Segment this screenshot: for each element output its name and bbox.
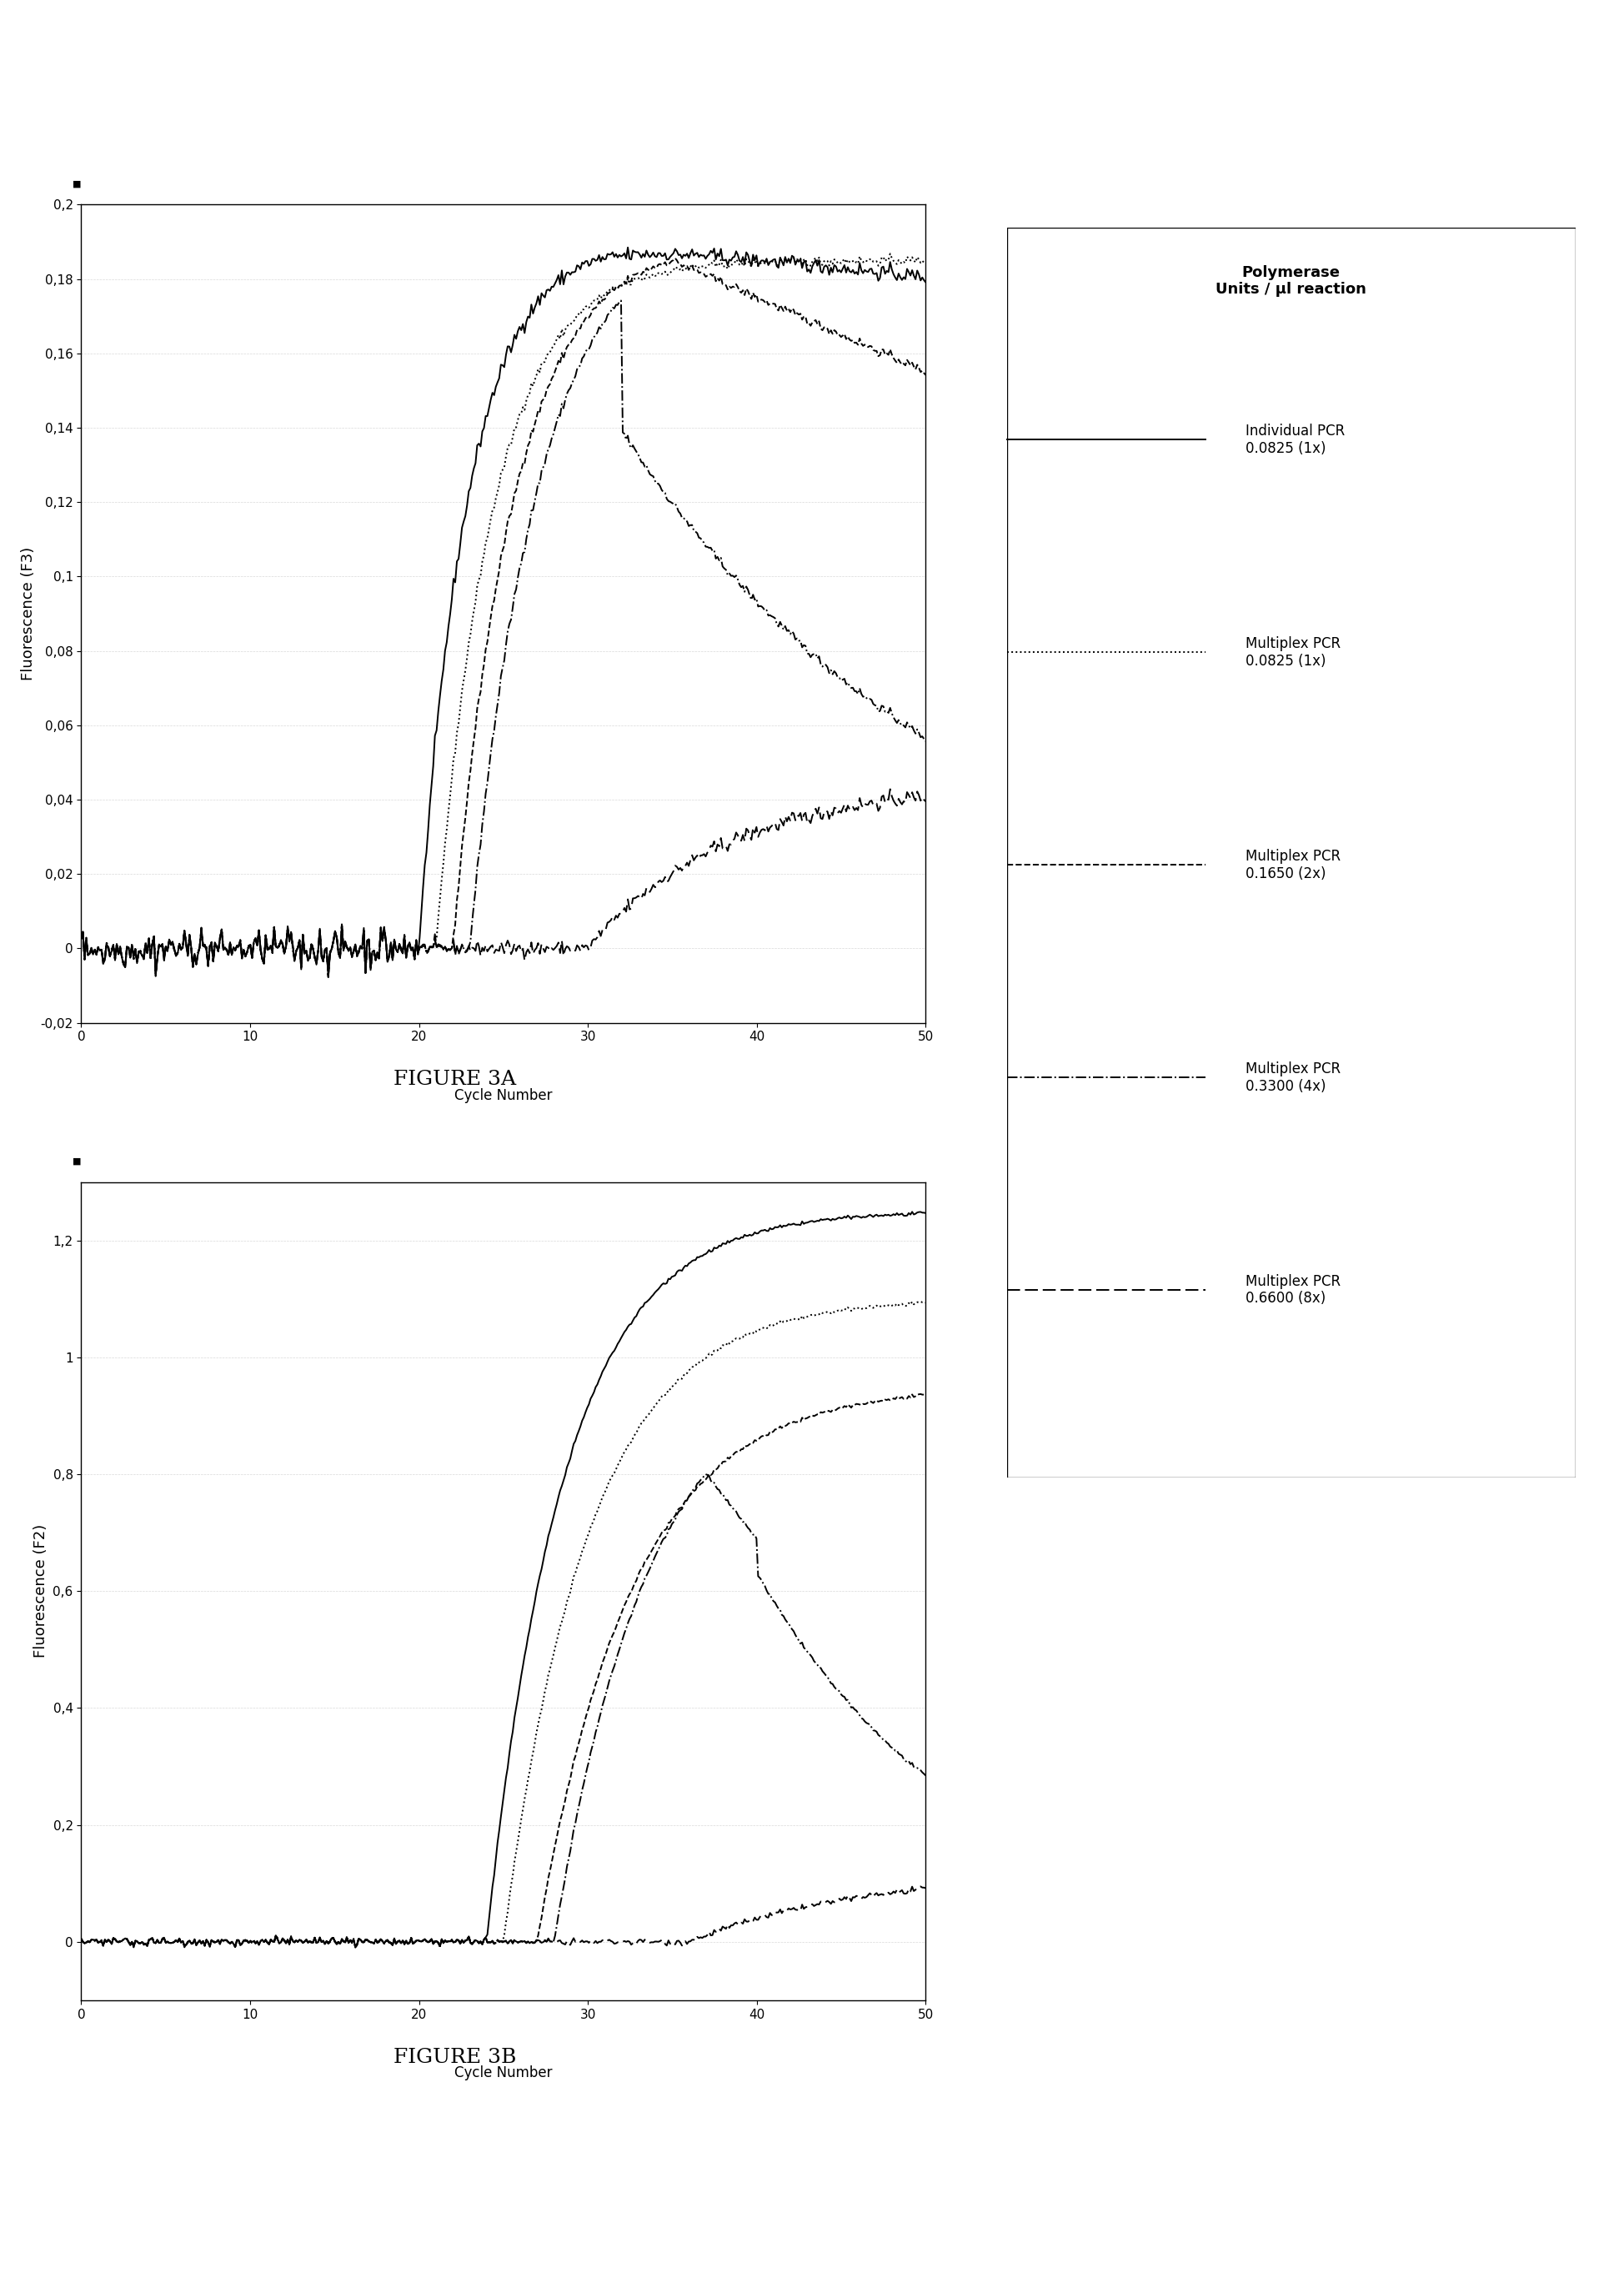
Text: Multiplex PCR
0.3300 (4x): Multiplex PCR 0.3300 (4x) (1246, 1061, 1341, 1093)
Text: Multiplex PCR
0.0825 (1x): Multiplex PCR 0.0825 (1x) (1246, 636, 1341, 668)
Text: Multiplex PCR
0.6600 (8x): Multiplex PCR 0.6600 (8x) (1246, 1273, 1341, 1307)
Y-axis label: Fluorescence (F2): Fluorescence (F2) (32, 1525, 49, 1657)
Y-axis label: Fluorescence (F3): Fluorescence (F3) (21, 548, 36, 680)
Text: Individual PCR
0.0825 (1x): Individual PCR 0.0825 (1x) (1246, 423, 1345, 457)
X-axis label: Cycle Number: Cycle Number (455, 2066, 552, 2080)
Text: FIGURE 3B: FIGURE 3B (393, 2048, 516, 2066)
Text: ■: ■ (73, 180, 81, 189)
Text: FIGURE 3A: FIGURE 3A (393, 1071, 516, 1089)
Text: Polymerase
Units / µl reaction: Polymerase Units / µl reaction (1216, 264, 1366, 298)
Text: ■: ■ (73, 1157, 81, 1166)
X-axis label: Cycle Number: Cycle Number (455, 1089, 552, 1102)
Text: Multiplex PCR
0.1650 (2x): Multiplex PCR 0.1650 (2x) (1246, 848, 1341, 882)
